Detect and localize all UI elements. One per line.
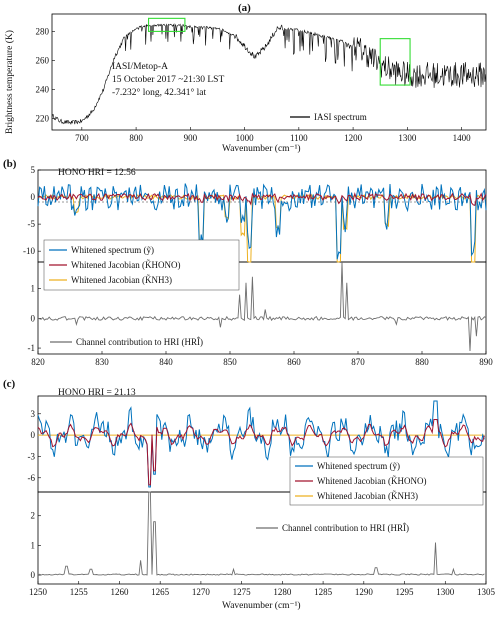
x-tick-label: 830 [95, 357, 109, 367]
y-tick-label: -6 [28, 473, 36, 483]
x-tick-label: 840 [159, 357, 173, 367]
y-tick-label: 5 [31, 165, 36, 175]
panel-c-label: (c) [3, 378, 16, 390]
x-tick-label: 700 [75, 133, 89, 143]
panel-a-info-line1: IASI/Metop-A [112, 62, 168, 72]
panel-a-axes-box [51, 13, 487, 131]
y-tick-label: 0 [31, 192, 36, 202]
y-tick-label: 1 [31, 284, 36, 294]
panel-c-whitened-spectrum-line [37, 400, 485, 488]
y-tick-label: -10 [23, 246, 35, 256]
y-tick-label: 3 [31, 409, 36, 419]
x-tick-label: 850 [223, 357, 237, 367]
x-tick-label: 1250 [29, 587, 48, 597]
panel-c-channel-contribution-line [37, 491, 485, 576]
panel-b-whitened-spectrum-line [37, 183, 487, 260]
y-tick-label: 220 [36, 113, 50, 123]
panel-b-hri-text: HONO HRI = 12.56 [58, 168, 136, 178]
panel-a-highlight-boxes [148, 17, 411, 86]
y-tick-label: 260 [36, 55, 50, 65]
y-tick-label: 240 [36, 84, 50, 94]
panel-b-legend-hono: Whitened Jacobian (K̃HONO) [71, 260, 180, 270]
panel-b-label: (b) [3, 158, 17, 170]
panel-c-hono-jacobian-line [37, 419, 485, 486]
panel-c-legend-contrib: Channel contribution to HRI (HRÎ) [282, 523, 409, 533]
x-tick-label: 1300 [436, 587, 455, 597]
y-tick-label: 0 [31, 570, 36, 580]
x-tick-label: 870 [351, 357, 365, 367]
x-tick-label: 1275 [233, 587, 252, 597]
x-tick-label: 1255 [70, 587, 89, 597]
panel-a-xlabel: Wavenumber (cm⁻¹) [222, 143, 301, 154]
panel-a-ylabel: Brightness temperature (K) [4, 30, 15, 134]
x-tick-label: 1200 [344, 133, 363, 143]
x-tick-label: 1000 [236, 133, 255, 143]
panel-a-iasi-spectrum-line [51, 23, 486, 125]
panel-c: (c) HONO HRI = 21.13 -6 -3 0 3 0 1 2 1250 1255 12… [3, 378, 496, 611]
x-tick-label: 820 [31, 357, 45, 367]
x-tick-label: 1280 [273, 587, 292, 597]
y-tick-label: 0 [31, 313, 36, 323]
panel-a-label: (a) [238, 2, 251, 14]
x-tick-label: 1265 [151, 587, 170, 597]
x-tick-label: 1400 [453, 133, 472, 143]
highlight-box [379, 38, 411, 86]
panel-c-legend-box [289, 456, 484, 506]
y-tick-label: 1 [31, 540, 36, 550]
panel-c-legend-spectrum: Whitened spectrum (ỹ) [317, 461, 400, 471]
x-tick-label: 800 [129, 133, 143, 143]
panel-b-bottom-axes-box [37, 261, 487, 355]
panel-c-xlabel: Wavenumber (cm⁻¹) [222, 600, 301, 611]
x-tick-label: 1285 [314, 587, 333, 597]
x-tick-label: 1295 [396, 587, 415, 597]
highlight-box [148, 17, 186, 32]
panel-b-legend-contrib: Channel contribution to HRI (HRÎ) [76, 337, 203, 347]
x-tick-label: 880 [415, 357, 429, 367]
x-tick-label: 1100 [290, 133, 308, 143]
y-tick-label: 2 [31, 511, 36, 521]
x-tick-label: 1260 [110, 587, 129, 597]
panel-c-bottom-axes-box [37, 491, 487, 585]
panel-c-ticks: -6 -3 0 3 0 1 2 1250 1255 1260 1265 1270 1275 1280 128… [28, 409, 496, 597]
panel-b-legend-spectrum: Whitened spectrum (ỹ) [71, 245, 154, 255]
x-tick-label: 890 [479, 357, 493, 367]
y-tick-label: -3 [28, 451, 36, 461]
panel-c-legend-hono: Whitened Jacobian (K̃HONO) [317, 476, 426, 486]
panel-c-legend: Whitened spectrum (ỹ) Whitened Jacobian … [289, 456, 484, 506]
panel-a-info-line2: 15 October 2017 ~21:30 LST [112, 75, 224, 85]
y-tick-label: 280 [36, 26, 50, 36]
x-tick-label: 1300 [398, 133, 417, 143]
panel-a: (a) 220 240 260 280 700 800 900 1000 1100 1200 130… [4, 2, 487, 154]
panel-b-hono-jacobian-line [37, 192, 487, 206]
panel-c-hri-text: HONO HRI = 21.13 [58, 388, 136, 398]
panel-c-legend-nh3: Whitened Jacobian (K̃NH3) [317, 491, 418, 501]
x-tick-label: 860 [287, 357, 301, 367]
x-tick-label: 1270 [192, 587, 211, 597]
y-tick-label: -5 [28, 219, 36, 229]
panel-b-legend: Whitened spectrum (ỹ) Whitened Jacobian … [43, 239, 240, 291]
panel-a-info-line3: -7.232° long, 42.341° lat [112, 87, 207, 98]
panel-b-legend-nh3: Whitened Jacobian (K̃NH3) [71, 275, 172, 285]
panel-a-legend-label: IASI spectrum [314, 112, 367, 122]
x-tick-label: 900 [184, 133, 198, 143]
panel-a-ticks: 220 240 260 280 700 800 900 1000 1100 1200 1300 140… [36, 26, 472, 143]
panel-b-channel-contribution-line [37, 261, 487, 352]
x-tick-label: 1290 [355, 587, 374, 597]
x-tick-label: 1305 [477, 587, 496, 597]
panel-b-legend-box [43, 239, 240, 291]
y-tick-label: 0 [31, 430, 36, 440]
y-tick-label: -1 [28, 343, 36, 353]
